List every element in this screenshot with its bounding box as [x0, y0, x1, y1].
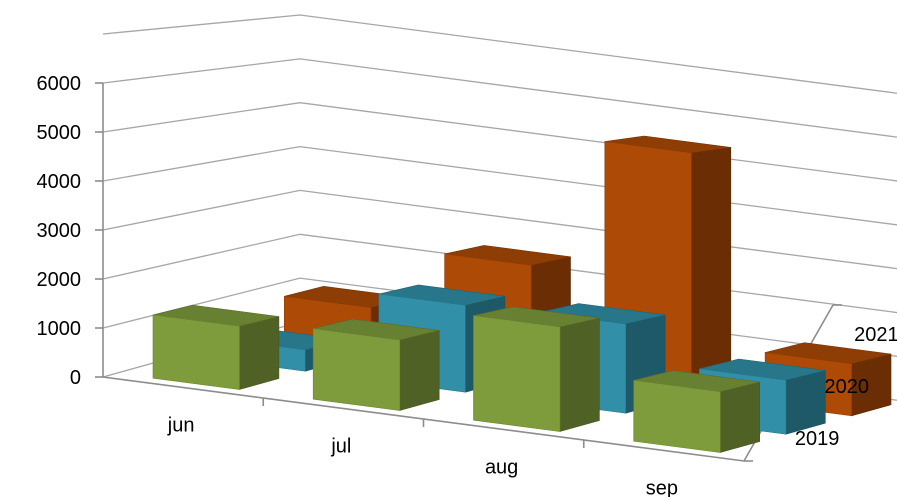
gridline [102, 145, 897, 226]
bar-2019-jul [312, 318, 440, 411]
y-tick-label: 5000 [37, 122, 82, 144]
bar-side [691, 147, 732, 396]
bar-side [785, 370, 826, 435]
gridline [102, 102, 897, 182]
x-tick-label: jun [167, 415, 195, 437]
bar-front [633, 379, 721, 453]
bar-2019-sep [633, 370, 761, 453]
bar-2019-jun [152, 304, 280, 390]
bar-side [719, 381, 761, 453]
gridline [102, 58, 897, 138]
bar-side [239, 316, 280, 390]
series-tick-label: 2019 [795, 428, 840, 450]
series-tick-label: 2021 [854, 324, 897, 346]
gridline [102, 14, 897, 94]
bar-front [152, 314, 240, 390]
y-tick-label: 1000 [37, 318, 82, 340]
bars [152, 135, 892, 453]
bar-front [473, 315, 561, 432]
series-tick-label: 2020 [825, 376, 870, 398]
x-tick-label: jul [330, 436, 351, 458]
y-tick-label: 6000 [37, 73, 82, 95]
tick-labels: 0 1000 2000 3000 4000 5000 6000 jun jul aug sep 201… [37, 73, 897, 497]
y-tick-label: 4000 [37, 171, 82, 193]
x-tick-label: sep [646, 478, 678, 497]
y-tick-label: 3000 [37, 220, 82, 242]
bar-side [559, 317, 600, 432]
bar-2019-aug [473, 306, 600, 432]
bar-front [312, 328, 401, 411]
x-tick-label: aug [485, 457, 518, 479]
y-tick-label: 2000 [37, 269, 82, 291]
bar-side [399, 330, 440, 411]
y-tick-label: 0 [70, 367, 81, 389]
